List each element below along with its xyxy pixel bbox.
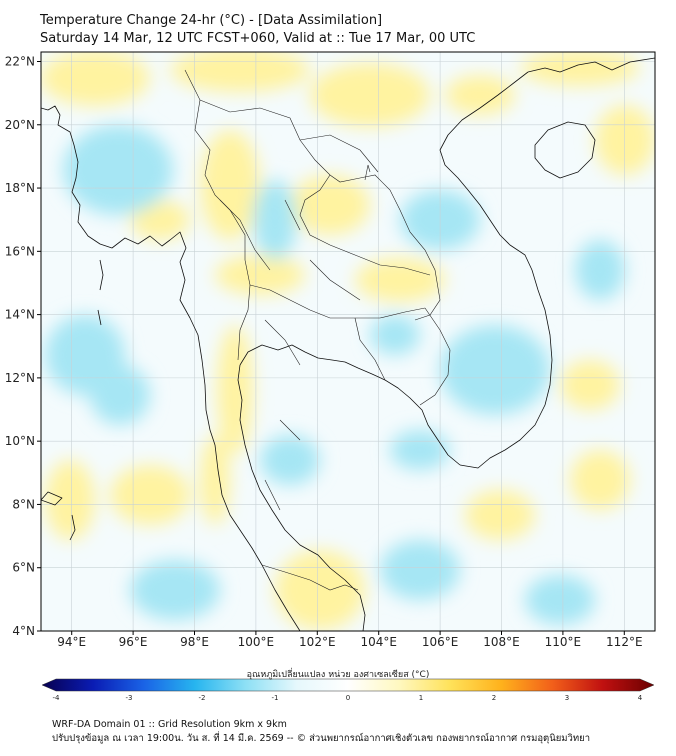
longitude-tick-label: 102°E <box>299 635 336 649</box>
longitude-tick-label: 106°E <box>422 635 459 649</box>
coastlines-and-borders <box>41 57 655 631</box>
latitude-tick-label: 22°N <box>5 54 35 68</box>
map-graticule <box>41 52 655 631</box>
latitude-tick-label: 16°N <box>5 244 35 258</box>
colorbar-tick-label: 0 <box>346 694 350 702</box>
latitude-tick-label: 18°N <box>5 181 35 195</box>
colorbar-tick-label: -2 <box>199 694 206 702</box>
longitude-tick-label: 100°E <box>238 635 275 649</box>
colorbar: -4 -3 -2 -1 0 1 2 3 4 <box>41 678 655 702</box>
colorbar-tick-label: 2 <box>492 694 496 702</box>
colorbar-tick-label: -4 <box>53 694 61 702</box>
longitude-tick-label: 110°E <box>545 635 582 649</box>
latitude-tick-label: 14°N <box>5 308 35 322</box>
latitude-tick-label: 4°N <box>12 624 35 638</box>
colorbar-tick-label: 1 <box>419 694 423 702</box>
longitude-tick-label: 98°E <box>180 635 209 649</box>
longitude-tick-label: 94°E <box>57 635 86 649</box>
map-subtitle: Saturday 14 Mar, 12 UTC FCST+060, Valid … <box>40 31 476 46</box>
colorbar-tick-label: -1 <box>272 694 279 702</box>
update-credit: ปรับปรุงข้อมูล ณ เวลา 19:00น. วัน ส. ที่… <box>52 733 591 744</box>
temperature-anomaly-field <box>41 52 655 630</box>
latitude-tick-label: 10°N <box>5 434 35 448</box>
longitude-tick-label: 112°E <box>606 635 643 649</box>
map-title: Temperature Change 24-hr (°C) - [Data As… <box>40 13 383 28</box>
longitude-tick-label: 96°E <box>119 635 148 649</box>
colorbar-gradient <box>41 678 655 692</box>
colorbar-tick-label: 4 <box>638 694 643 702</box>
map-plot-area <box>41 52 655 631</box>
colorbar-tick-label: 3 <box>565 694 569 702</box>
latitude-tick-label: 8°N <box>12 497 35 511</box>
latitude-tick-label: 12°N <box>5 371 35 385</box>
map-frame <box>40 51 656 632</box>
longitude-tick-label: 108°E <box>483 635 520 649</box>
longitude-tick-label: 104°E <box>360 635 397 649</box>
latitude-tick-label: 6°N <box>12 561 35 575</box>
colorbar-title: อุณหภูมิเปลี่ยนแปลง หน่วย องศาเซลเซียส (… <box>246 670 430 680</box>
colorbar-tick-label: -3 <box>126 694 133 702</box>
latitude-tick-label: 20°N <box>5 118 35 132</box>
model-info: WRF-DA Domain 01 :: Grid Resolution 9km … <box>52 719 287 730</box>
latitude-axis: 22°N 20°N 18°N 16°N 14°N 12°N 10°N 8°N 6°N 4°N <box>5 54 41 638</box>
political-boundaries <box>184 69 451 591</box>
colorbar-ticks: -4 -3 -2 -1 0 1 2 3 4 <box>53 694 643 702</box>
longitude-axis: 94°E 96°E 98°E 100°E 102°E 104°E 106°E 108°E 110… <box>57 631 643 649</box>
